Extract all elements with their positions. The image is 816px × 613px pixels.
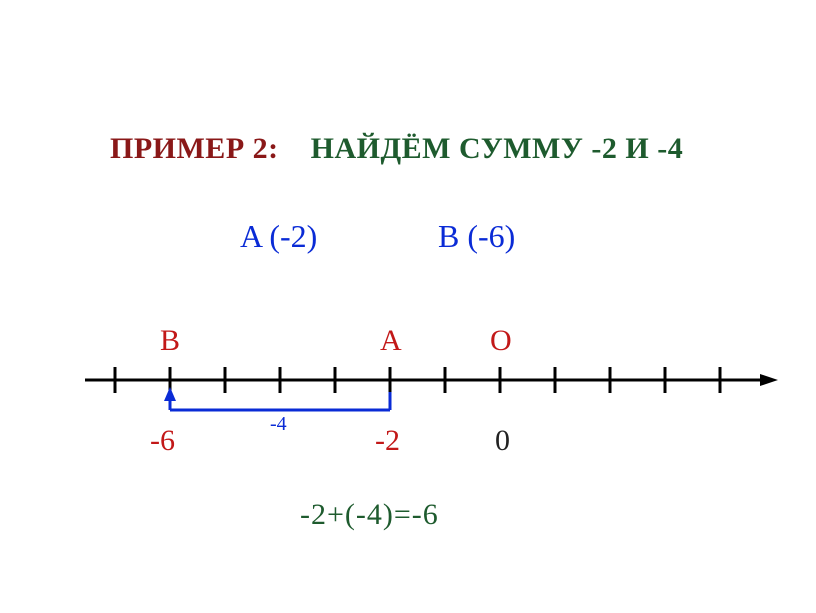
coord-label-b: B (-6) [438,218,515,255]
title-prefix: ПРИМЕР 2: [110,132,279,165]
jump-bracket [164,387,390,410]
jump-arrowhead [164,387,176,401]
stage: ПРИМЕР 2: НАЙДЁМ СУММУ -2 И -4 A (-2) B … [0,0,816,613]
value-label-neg6: -6 [150,424,175,457]
jump-label: -4 [270,413,287,435]
point-label-b: B [160,324,180,357]
equation: -2+(-4)=-6 [300,498,439,532]
title-rest: НАЙДЁМ СУММУ -2 И -4 [311,132,684,165]
value-label-neg2: -2 [375,424,400,457]
title: ПРИМЕР 2: НАЙДЁМ СУММУ -2 И -4 [110,132,683,166]
value-label-zero: 0 [495,424,510,457]
axis-arrow [760,374,778,386]
coord-label-a: A (-2) [240,218,317,255]
point-label-a: A [380,324,402,357]
number-line: B A O -4 -6 -2 0 [0,290,816,490]
point-label-o: O [490,324,512,357]
